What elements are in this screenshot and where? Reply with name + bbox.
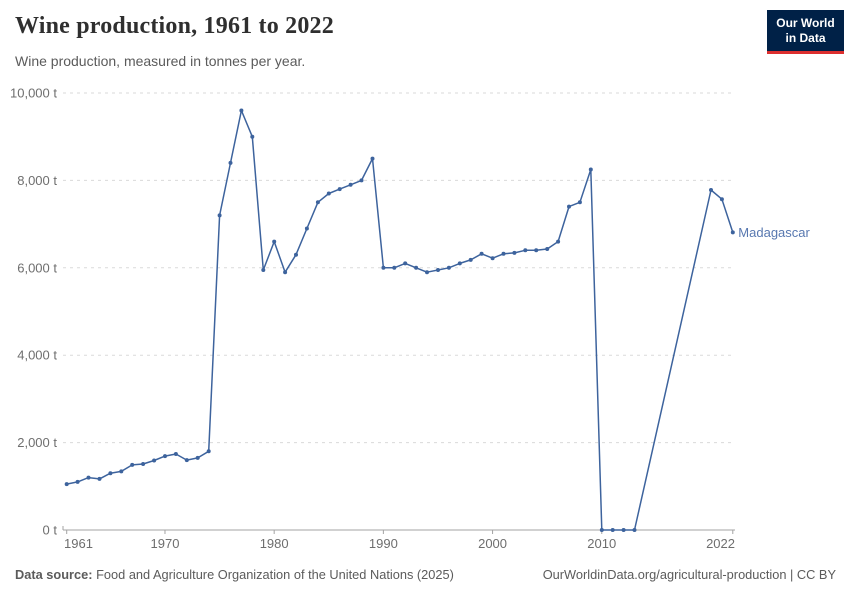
data-point[interactable]: [108, 471, 113, 476]
data-point[interactable]: [567, 204, 571, 209]
data-point[interactable]: [534, 248, 539, 253]
data-point[interactable]: [523, 248, 528, 253]
data-point[interactable]: [119, 469, 124, 474]
data-point[interactable]: [730, 230, 735, 235]
data-point[interactable]: [184, 458, 189, 463]
x-axis-tick-label: 2010: [587, 536, 616, 551]
owid-logo[interactable]: Our World in Data: [767, 10, 844, 54]
series-line-madagascar[interactable]: [66, 109, 734, 531]
data-point[interactable]: [457, 261, 462, 266]
data-point[interactable]: [294, 252, 298, 257]
y-axis-tick-label: 10,000 t: [10, 86, 57, 101]
data-point[interactable]: [719, 197, 724, 202]
data-point[interactable]: [272, 239, 277, 244]
x-axis-tick-label: 1980: [260, 536, 289, 551]
data-point[interactable]: [97, 476, 102, 481]
x-axis-tick-label: 2000: [478, 536, 507, 551]
data-point[interactable]: [283, 270, 288, 275]
entity-label[interactable]: Madagascar: [738, 225, 810, 240]
y-axis-tick-label: 4,000 t: [17, 348, 57, 363]
footer-credit-link[interactable]: OurWorldinData.org/agricultural-producti…: [542, 567, 836, 582]
data-source-text: Food and Agriculture Organization of the…: [96, 567, 454, 582]
data-point[interactable]: [239, 108, 244, 113]
y-axis-tick-label: 0 t: [43, 523, 58, 538]
data-point[interactable]: [632, 528, 637, 532]
data-point[interactable]: [610, 528, 615, 532]
x-axis-tick-label: 1970: [151, 536, 180, 551]
data-point[interactable]: [425, 270, 429, 275]
data-point[interactable]: [414, 265, 419, 270]
data-point[interactable]: [545, 247, 550, 251]
data-point[interactable]: [315, 200, 320, 205]
data-point[interactable]: [446, 265, 451, 270]
data-point[interactable]: [163, 454, 167, 459]
data-point[interactable]: [64, 482, 69, 487]
page-title: Wine production, 1961 to 2022: [15, 13, 334, 39]
data-point[interactable]: [206, 449, 211, 454]
owid-logo-line2: in Data: [785, 31, 826, 45]
data-point[interactable]: [195, 455, 200, 460]
data-point[interactable]: [392, 265, 397, 270]
data-point[interactable]: [326, 191, 331, 196]
data-point[interactable]: [709, 188, 713, 192]
data-point[interactable]: [152, 458, 157, 463]
data-point[interactable]: [348, 182, 353, 187]
y-axis-tick-label: 8,000 t: [17, 173, 57, 188]
data-point[interactable]: [173, 452, 178, 456]
data-point[interactable]: [130, 462, 135, 467]
data-point[interactable]: [436, 268, 440, 272]
data-point[interactable]: [468, 257, 473, 262]
data-point[interactable]: [337, 187, 342, 192]
data-point[interactable]: [621, 528, 626, 532]
y-axis-tick-label: 2,000 t: [17, 435, 57, 450]
data-point[interactable]: [479, 251, 484, 256]
data-point[interactable]: [577, 200, 582, 205]
data-source-note: Data source: Food and Agriculture Organi…: [15, 567, 454, 582]
data-point[interactable]: [556, 239, 561, 244]
data-point[interactable]: [86, 475, 91, 480]
data-point[interactable]: [490, 256, 495, 261]
y-axis-tick-label: 6,000 t: [17, 260, 57, 275]
data-point[interactable]: [370, 156, 375, 161]
data-point[interactable]: [381, 265, 386, 270]
data-point[interactable]: [261, 268, 266, 272]
data-point[interactable]: [250, 134, 255, 139]
data-point[interactable]: [588, 167, 593, 172]
data-point[interactable]: [359, 178, 364, 183]
data-point[interactable]: [512, 250, 517, 255]
data-point[interactable]: [599, 528, 604, 532]
owid-logo-line1: Our World: [776, 16, 835, 30]
chart-subtitle: Wine production, measured in tonnes per …: [15, 53, 306, 69]
data-point[interactable]: [304, 226, 309, 231]
x-axis-tick-label: 1961: [64, 536, 93, 551]
data-point[interactable]: [75, 479, 80, 484]
data-point[interactable]: [403, 261, 408, 266]
x-axis-tick-label: 1990: [369, 536, 398, 551]
data-point[interactable]: [141, 462, 146, 466]
data-point[interactable]: [228, 160, 233, 165]
x-axis-tick-label: 2022: [706, 536, 735, 551]
data-source-label: Data source:: [15, 567, 93, 582]
data-point[interactable]: [501, 251, 506, 256]
data-point[interactable]: [217, 213, 222, 218]
